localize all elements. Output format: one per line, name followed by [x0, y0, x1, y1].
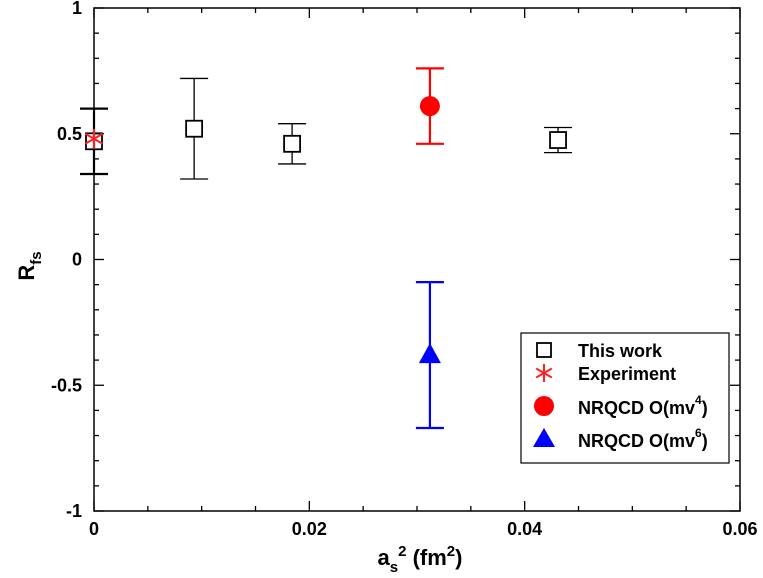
this-work-point [283, 134, 302, 153]
this-work-point [549, 131, 567, 149]
x-tick-label: 0.06 [722, 519, 757, 539]
legend-filled-circle-icon [534, 396, 554, 416]
y-axis-title: Rfs [14, 251, 45, 280]
tick-labels: 0 0.02 0.04 0.06 -1 -0.5 0 0.5 1 [51, 0, 758, 539]
nrqcd-mv4-point [419, 96, 440, 117]
experiment-point [84, 128, 104, 149]
x-tick-label: 0.02 [292, 519, 327, 539]
y-tick-label: 1 [72, 0, 82, 18]
legend-star-icon [535, 364, 553, 382]
nrqcd-mv6-point [418, 343, 441, 364]
legend-entry-experiment: Experiment [535, 364, 676, 384]
legend-filled-triangle-icon [533, 428, 555, 447]
this-work-point [185, 119, 204, 138]
legend-open-square-icon [536, 342, 552, 358]
x-tick-label: 0.04 [507, 519, 542, 539]
legend-entry-nrqcd-mv4: NRQCD O(mv4) [534, 393, 708, 418]
legend-label-this-work: This work [578, 341, 663, 361]
y-tick-label: -0.5 [51, 375, 82, 395]
legend: This work Experiment NRQCD O(mv4) NRQCD … [520, 332, 730, 464]
legend-entry-nrqcd-mv6: NRQCD O(mv6) [533, 426, 708, 451]
legend-label-experiment: Experiment [578, 364, 676, 384]
x-tick-label: 0 [89, 519, 99, 539]
legend-box [520, 332, 730, 464]
x-axis-title: as2 (fm2) [378, 543, 463, 576]
y-tick-label: -1 [66, 501, 82, 521]
y-tick-label: 0 [72, 250, 82, 270]
y-tick-label: 0.5 [57, 124, 82, 144]
legend-entry-this-work: This work [536, 341, 663, 361]
data-marks [80, 67, 573, 430]
legend-label-nrqcd-mv6: NRQCD O(mv6) [578, 426, 708, 451]
experiment-star-stroke [84, 132, 104, 145]
legend-label-nrqcd-mv4: NRQCD O(mv4) [578, 393, 708, 418]
